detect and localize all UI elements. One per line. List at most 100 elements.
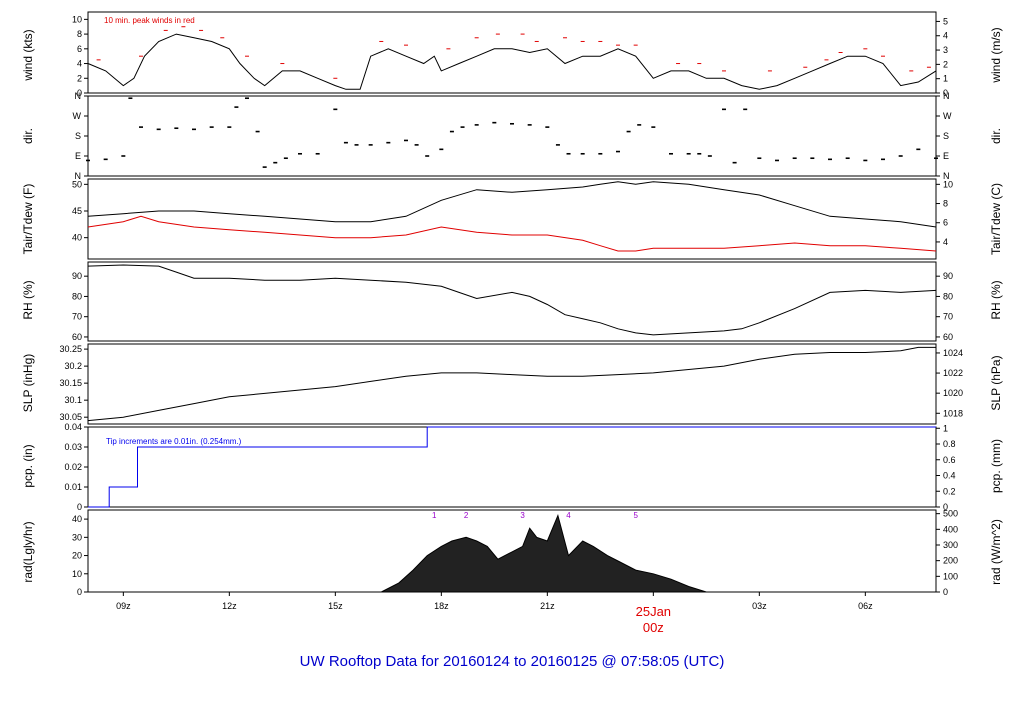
- pcp-ytick-label: 0.03: [64, 442, 82, 452]
- dir-ytick-label: S: [75, 131, 81, 141]
- temp-rtick-label: 4: [943, 237, 948, 247]
- dir-frame: [87, 95, 937, 177]
- slp-rtick-label: 1024: [943, 348, 963, 358]
- rad-ytick-label: 0: [77, 587, 82, 597]
- rh-rtick-label: 90: [943, 271, 953, 281]
- pcp-ytick-label: 0.01: [64, 482, 82, 492]
- wind-frame: [87, 11, 937, 94]
- slp-line: [87, 346, 936, 422]
- pcp-ylabel: pcp. (in): [21, 444, 35, 487]
- dir-rtick-label: E: [943, 151, 949, 161]
- slp-ytick-label: 30.05: [59, 412, 82, 422]
- wind-ytick-label: 8: [77, 29, 82, 39]
- slp-rtick-label: 1018: [943, 408, 963, 418]
- wind-ytick-label: 2: [77, 73, 82, 83]
- pcp-line: [88, 426, 936, 508]
- rad-rtick-label: 300: [943, 540, 958, 550]
- wind-panel: 0 2 4 6 8 10 0 1 2 3 4 5 wind (kts) wind (m/s) 10 min.…: [21, 11, 1003, 98]
- wind-ylabel-right: wind (m/s): [989, 27, 1003, 83]
- rh-panel: 60 70 80 90 60 70 80 90 RH (%) RH (%): [21, 261, 1003, 342]
- slp-panel: 30.05 30.1 30.15 30.2 30.25 1018 1020 1022 1024 S…: [21, 343, 1003, 425]
- dir-rtick-label: W: [943, 111, 952, 121]
- pcp-annotation: Tip increments are 0.01in. (0.254mm.): [106, 437, 242, 446]
- dir-ylabel: dir.: [21, 128, 35, 144]
- dir-ytick-label: W: [73, 111, 82, 121]
- temp-ylabel-right: Tair/Tdew (C): [989, 183, 1003, 255]
- rad-rtick-label: 400: [943, 524, 958, 534]
- time-tick-label: 15z: [328, 601, 343, 611]
- slp-rtick-label: 1022: [943, 368, 963, 378]
- temp-rtick-label: 8: [943, 199, 948, 209]
- rh-ylabel-right: RH (%): [989, 280, 1003, 319]
- rad-marker: 5: [633, 511, 638, 520]
- rh-ytick-label: 90: [72, 271, 82, 281]
- pcp-rtick-label: 0.6: [943, 455, 956, 465]
- rad-ytick-label: 20: [72, 551, 82, 561]
- dir-ytick-label: N: [75, 91, 82, 101]
- wind-ytick-label: 0: [77, 88, 82, 98]
- slp-ylabel: SLP (inHg): [21, 354, 35, 412]
- wind-rtick-label: 3: [943, 45, 948, 55]
- rh-ylabel: RH (%): [21, 280, 35, 319]
- rad-marker: 2: [464, 511, 469, 520]
- rh-line: [87, 264, 937, 336]
- wind-rtick-label: 4: [943, 31, 948, 41]
- pcp-rtick-label: 0.2: [943, 486, 956, 496]
- wind-ytick-label: 10: [72, 14, 82, 24]
- dir-ytick-label: E: [75, 151, 81, 161]
- wind-rtick-label: 2: [943, 59, 948, 69]
- time-tick-label: 18z: [434, 601, 449, 611]
- temp-ytick-label: 50: [72, 179, 82, 189]
- rad-marker: 3: [520, 511, 525, 520]
- rad-marker: 4: [566, 511, 571, 520]
- wind-line: [87, 33, 937, 90]
- temp-rtick-label: 6: [943, 218, 948, 228]
- wind-rtick-label: 0: [943, 88, 948, 98]
- rad-rtick-label: 0: [943, 587, 948, 597]
- rad-rtick-label: 100: [943, 571, 958, 581]
- rad-ytick-label: 40: [72, 514, 82, 524]
- rad-ylabel-right: rad (W/m^2): [989, 519, 1003, 585]
- slp-ytick-label: 30.1: [64, 395, 82, 405]
- rh-frame: [87, 261, 937, 342]
- pcp-rtick-label: 0.4: [943, 471, 956, 481]
- dir-ytick-label: N: [75, 171, 82, 181]
- temp-ytick-label: 45: [72, 206, 82, 216]
- time-tick-label: 21z: [540, 601, 555, 611]
- rad-rtick-label: 200: [943, 556, 958, 566]
- rh-rtick-label: 70: [943, 312, 953, 322]
- time-tick-label: 09z: [116, 601, 131, 611]
- temp-rtick-label: 10: [943, 179, 953, 189]
- time-tick-label: 06z: [858, 601, 873, 611]
- dir-rtick-label: N: [943, 91, 950, 101]
- rh-rtick-label: 80: [943, 291, 953, 301]
- rad-area: [381, 513, 707, 593]
- slp-frame: [87, 343, 937, 425]
- wind-ytick-label: 6: [77, 44, 82, 54]
- dir-ylabel-right: dir.: [989, 128, 1003, 144]
- pcp-panel: 0 0.01 0.02 0.03 0.04 0 0.2 0.4 0.6 0.8 1 pcp. (in)…: [21, 422, 1003, 512]
- rad-rtick-label: 500: [943, 509, 958, 519]
- temp-ytick-label: 40: [72, 233, 82, 243]
- dir-rtick-label: S: [943, 131, 949, 141]
- pcp-ytick-label: 0.02: [64, 462, 82, 472]
- time-tick-label: 03z: [752, 601, 767, 611]
- pcp-ylabel-right: pcp. (mm): [989, 439, 1003, 493]
- time-tick-label: 12z: [222, 601, 237, 611]
- rh-ytick-label: 60: [72, 332, 82, 342]
- wind-ytick-label: 4: [77, 59, 82, 69]
- rad-ylabel: rad(Lgly/hr): [21, 521, 35, 582]
- rad-ytick-label: 10: [72, 569, 82, 579]
- rh-ytick-label: 80: [72, 291, 82, 301]
- wind-ylabel: wind (kts): [21, 29, 35, 81]
- pcp-ytick-label: 0.04: [64, 422, 82, 432]
- temp-frame: [87, 178, 937, 260]
- slp-ytick-label: 30.25: [59, 344, 82, 354]
- dir-rtick-label: N: [943, 171, 950, 181]
- slp-ytick-label: 30.2: [64, 361, 82, 371]
- pcp-rtick-label: 0: [943, 502, 948, 512]
- pcp-rtick-label: 1: [943, 423, 948, 433]
